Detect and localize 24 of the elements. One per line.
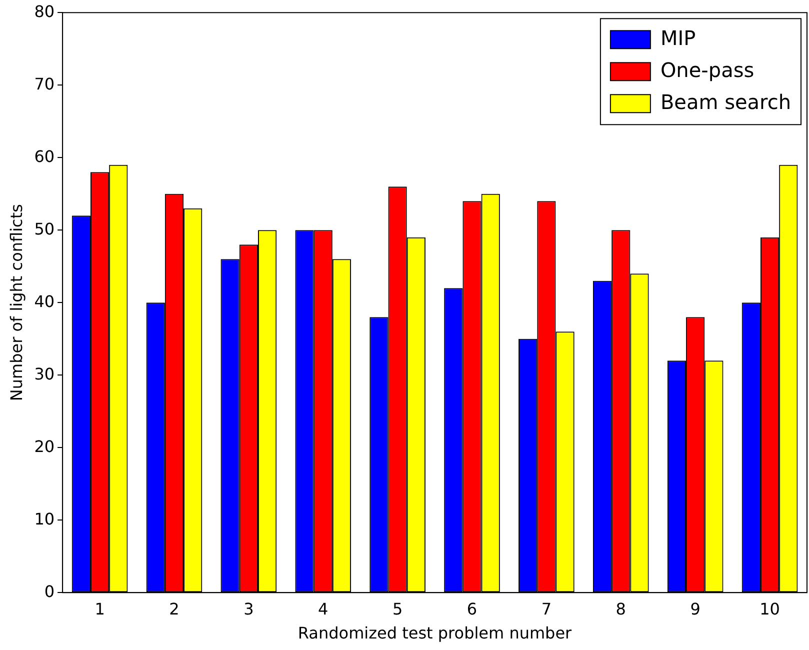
x-tick-label: 1	[94, 599, 105, 618]
x-tick-label: 8	[616, 599, 626, 618]
y-tick-label: 10	[34, 509, 55, 528]
y-tick-label: 30	[34, 364, 55, 384]
y-tick-label: 80	[34, 2, 55, 21]
legend-label: One-pass	[660, 58, 754, 82]
y-tick-label: 20	[34, 436, 55, 456]
x-tick-label: 6	[466, 599, 478, 618]
x-tick-label: 10	[760, 599, 780, 618]
x-tick-label: 3	[244, 599, 254, 618]
y-tick-label: 40	[34, 292, 55, 311]
x-tick-label: 5	[392, 599, 403, 618]
y-tick-label: 70	[34, 74, 55, 94]
legend-label: MIP	[660, 26, 696, 50]
y-axis-title: Number of light conflicts	[6, 204, 26, 402]
x-tick-label: 9	[690, 599, 700, 618]
x-tick-label: 4	[318, 599, 328, 618]
y-tick-label: 50	[34, 219, 55, 238]
x-axis-title: Randomized test problem number	[298, 624, 572, 643]
x-tick-label: 7	[541, 599, 552, 618]
y-tick-label: 0	[44, 582, 55, 601]
x-tick-label: 2	[169, 599, 180, 618]
legend-label: Beam search	[660, 90, 792, 114]
y-tick-label: 60	[34, 146, 55, 166]
